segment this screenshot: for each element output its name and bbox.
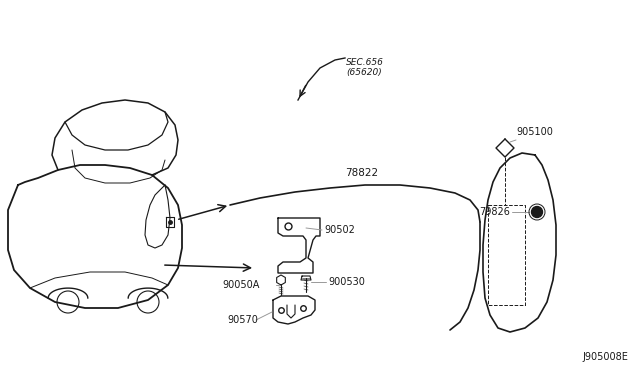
Text: 79826: 79826 <box>479 207 510 217</box>
Text: 90050A: 90050A <box>223 280 260 290</box>
Circle shape <box>531 206 543 218</box>
Text: 90570: 90570 <box>227 315 258 325</box>
Text: 90502: 90502 <box>324 225 355 235</box>
Text: J905008E: J905008E <box>582 352 628 362</box>
Text: 78822: 78822 <box>346 168 379 178</box>
Text: SEC.656
(65620): SEC.656 (65620) <box>346 58 384 77</box>
Text: 905100: 905100 <box>516 127 553 137</box>
Text: 900530: 900530 <box>328 277 365 287</box>
